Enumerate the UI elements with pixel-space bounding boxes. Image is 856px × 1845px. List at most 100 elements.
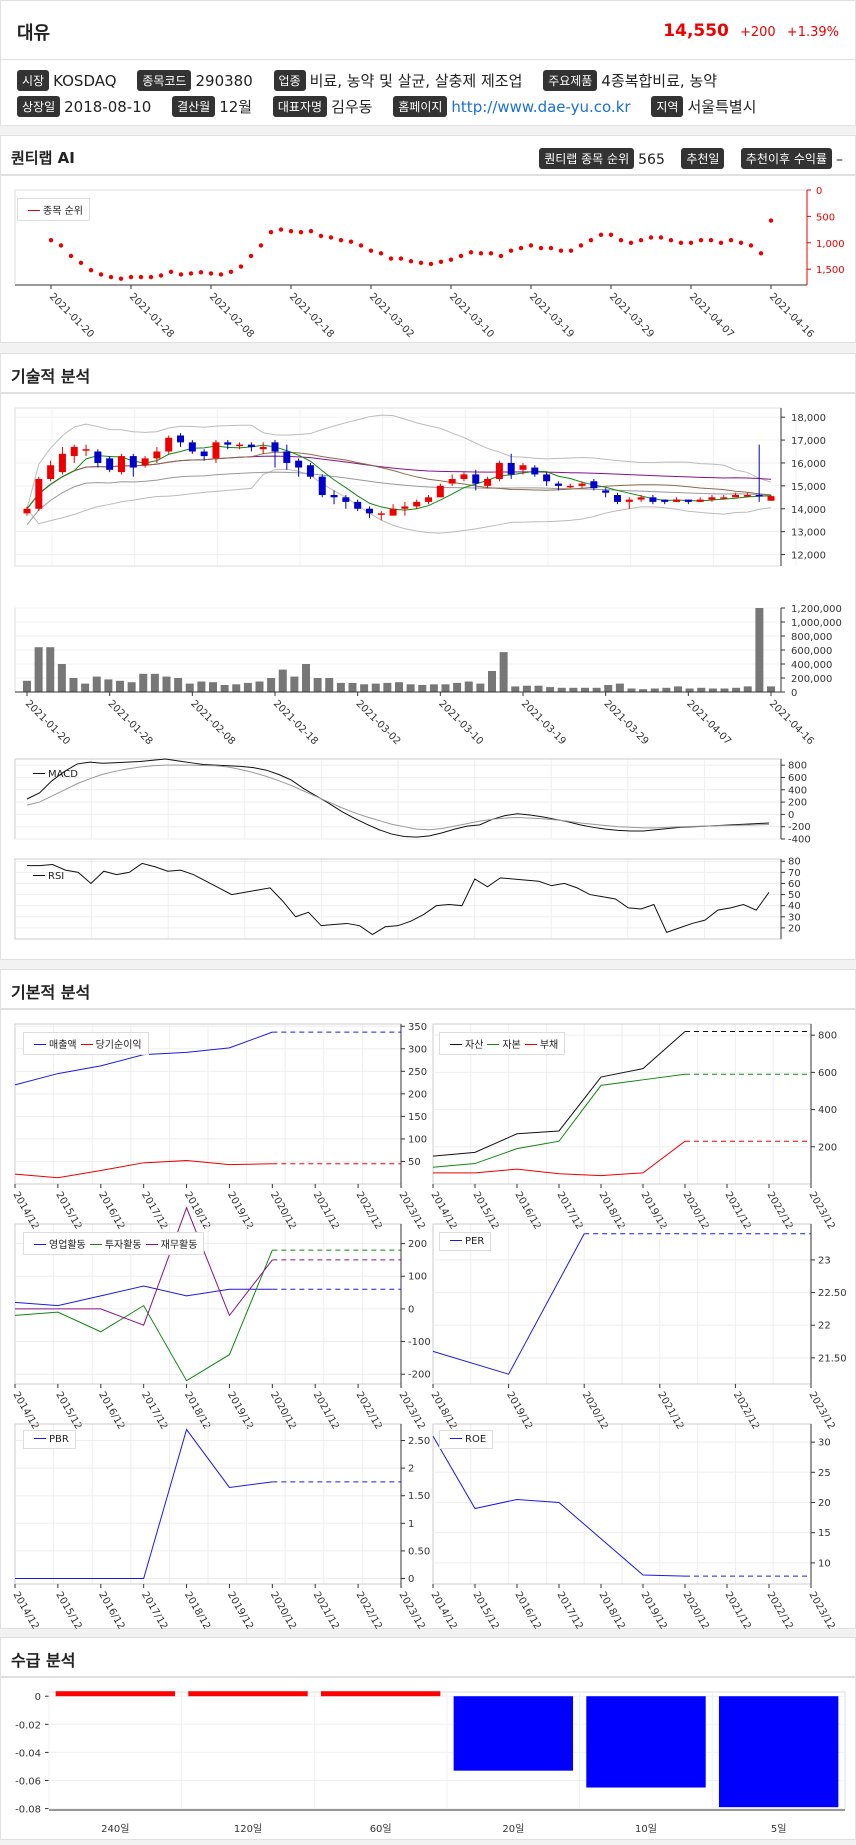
x-tick-label: 2015/12	[470, 1190, 500, 1231]
x-tick-label: 2020/12	[268, 1190, 298, 1231]
candle-body	[330, 495, 338, 498]
candle-body	[460, 474, 468, 479]
stock-name: 대유	[17, 23, 51, 44]
x-tick-label: 2021-04-07	[687, 291, 736, 340]
rank-point	[378, 251, 384, 256]
rank-point	[278, 227, 284, 232]
y-tick-label: 200	[408, 1239, 427, 1250]
series-line-signal	[26, 764, 770, 831]
volume-bar	[755, 608, 764, 692]
candle-body	[696, 499, 704, 502]
products-value: 4종복합비료, 농약	[601, 72, 718, 90]
series-line-재무활동	[15, 1206, 273, 1326]
candle-body	[684, 499, 692, 502]
x-tick-label: 2023/12	[806, 1590, 836, 1630]
volume-bar	[150, 673, 159, 692]
tag-ceo: 대표자명	[272, 96, 328, 117]
volume-bar	[488, 671, 496, 692]
x-tick-label: 20일	[502, 1823, 524, 1835]
volume-bar	[720, 688, 729, 692]
x-tick-label: 2022/12	[764, 1590, 794, 1630]
series-line-부채	[433, 1140, 686, 1177]
volume-bar	[278, 669, 287, 692]
candle-body	[484, 478, 492, 486]
series-line-MACD	[26, 758, 770, 838]
x-tick-label: 2016/12	[96, 1190, 126, 1231]
tag-listing: 상장일	[17, 96, 61, 117]
rank-point	[738, 240, 744, 245]
cashflow-legend: 영업활동 투자활동 재무활동	[23, 1232, 205, 1255]
volume-bar	[395, 682, 403, 692]
rank-point	[158, 273, 164, 278]
volume-bar	[104, 679, 113, 692]
candle-body	[708, 497, 716, 500]
rank-point	[68, 253, 74, 259]
volume-bar	[69, 678, 78, 692]
volume-bar	[185, 683, 194, 692]
y-tick-label: 200	[788, 798, 807, 809]
x-tick-label: 2015/12	[53, 1590, 83, 1630]
x-tick-label: 2019/12	[638, 1190, 668, 1231]
candle-body	[578, 483, 586, 486]
y-tick-label: 0.50	[408, 1546, 430, 1557]
volume-bar	[476, 683, 485, 692]
candle-body	[767, 496, 775, 501]
rank-point	[88, 268, 94, 273]
candle-body	[755, 495, 763, 497]
candle-body	[153, 451, 161, 459]
tag-rec-date: 추천일	[681, 148, 725, 169]
volume-bar	[639, 689, 648, 692]
y-tick-label: 80	[788, 857, 801, 868]
rank-point	[518, 245, 524, 251]
bollinger-lower	[26, 468, 772, 534]
x-tick-label: 60일	[370, 1823, 392, 1835]
candle-body	[129, 456, 137, 468]
candle-body	[425, 497, 433, 502]
volume-bar	[604, 685, 613, 692]
candle-body	[720, 497, 728, 499]
candle-body	[106, 458, 114, 470]
series-line-투자활동	[14, 1249, 273, 1382]
x-tick-label: 2017/12	[139, 1390, 169, 1431]
y-tick-label: 2	[408, 1464, 414, 1475]
x-tick-label: 2020/12	[268, 1590, 298, 1630]
x-tick-label: 2015/12	[470, 1590, 500, 1630]
candle-body	[377, 513, 385, 515]
rank-point	[218, 272, 224, 277]
y-tick-label: 1	[408, 1519, 414, 1530]
rank-point	[748, 243, 754, 248]
volume-bar	[139, 673, 148, 692]
candle-body	[247, 444, 255, 447]
tag-homepage: 홈페이지	[393, 96, 448, 117]
y-tick-label: 150	[408, 1112, 427, 1123]
x-tick-label: 2020/12	[680, 1190, 710, 1231]
y-tick-label: 0	[408, 1574, 414, 1585]
rank-point	[168, 269, 174, 275]
fund-panel: 50 100 150 200 250 300 350 2014/12 2015/12 2016/1…	[0, 1009, 856, 1631]
rank-point	[438, 259, 444, 264]
y-tick-label: 100	[408, 1272, 427, 1283]
y-tick-label: 0	[35, 1692, 41, 1703]
rank-point	[98, 272, 104, 277]
x-tick-label: 2021-02-18	[287, 291, 336, 340]
volume-bar	[522, 685, 531, 692]
volume-bar	[46, 647, 55, 692]
industry-value: 비료, 농약 및 살균, 살충제 제조업	[309, 72, 523, 90]
tag-code: 종목코드	[137, 70, 192, 91]
rank-point	[118, 276, 124, 281]
y-tick-label: -200	[788, 822, 811, 833]
candle-body	[743, 495, 751, 497]
candle-body	[543, 474, 551, 482]
rank-point	[298, 230, 304, 235]
rank-point	[538, 245, 544, 251]
tag-region: 지역	[651, 96, 684, 117]
ma-5	[26, 444, 772, 511]
y-tick-label: 200	[818, 1142, 837, 1153]
per-legend: PER	[439, 1232, 492, 1251]
y-tick-label: 600,000	[791, 646, 832, 657]
x-tick-label: 2021/12	[311, 1190, 341, 1231]
rsi-legend-label: RSI	[48, 871, 65, 882]
homepage-link[interactable]: http://www.dae-yu.co.kr	[451, 98, 631, 116]
candle-body	[507, 462, 515, 475]
volume-bar	[267, 678, 276, 692]
